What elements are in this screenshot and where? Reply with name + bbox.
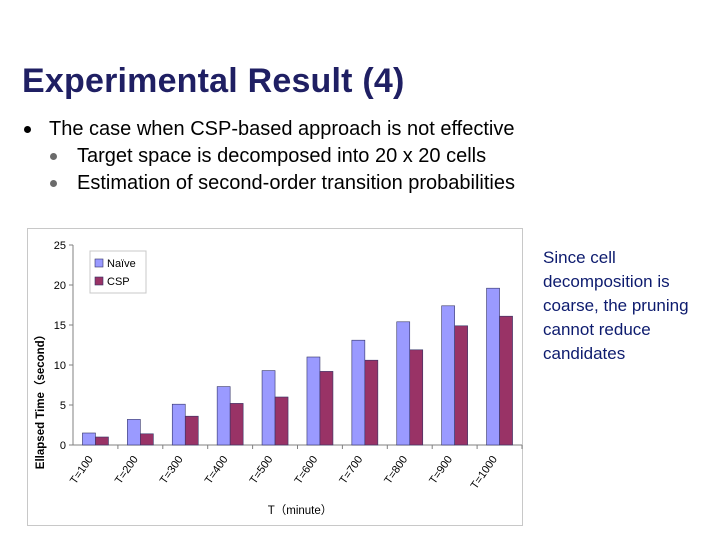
x-tick-label: T=1000 [469, 454, 500, 492]
bar-csp [454, 325, 468, 446]
legend-label: CSP [107, 276, 130, 288]
sub-bullet-text: Estimation of second-order transition pr… [77, 172, 515, 194]
bar-naive [171, 403, 186, 446]
y-tick-label: 20 [54, 280, 66, 292]
sub-bullet-text: Target space is decomposed into 20 x 20 … [77, 145, 487, 167]
bar-csp [409, 349, 424, 446]
x-tick-label: T=900 [427, 454, 455, 487]
x-tick-label: T=100 [68, 454, 96, 487]
sub-bullet-item: Estimation of second-order transition pr… [22, 170, 515, 197]
bar-naive [216, 386, 231, 446]
bullet-dot-icon [24, 126, 31, 133]
bar-csp [184, 415, 199, 446]
bar-naive [127, 419, 141, 446]
x-tick-label: T=300 [158, 454, 186, 487]
y-tick-label: 5 [60, 400, 66, 412]
sub-bullet-item: Target space is decomposed into 20 x 20 … [22, 143, 515, 170]
side-note: Since cell decomposition is coarse, the … [543, 248, 689, 363]
y-tick-label: 0 [60, 440, 66, 452]
bullet-item: The case when CSP-based approach is not … [22, 116, 515, 143]
slide-title: Experimental Result (4) [22, 62, 405, 100]
bullet-text: The case when CSP-based approach is not … [49, 118, 515, 140]
x-axis-label: T（minute） [268, 504, 333, 517]
bar-naive [486, 287, 500, 446]
bar-csp [364, 359, 379, 446]
y-tick-label: 15 [54, 320, 66, 332]
y-tick-label: 10 [54, 360, 66, 372]
legend-swatch [94, 258, 104, 268]
bar-naive [82, 432, 96, 446]
bar-csp [229, 403, 244, 446]
legend-swatch [94, 276, 104, 286]
bar-csp [274, 396, 289, 446]
x-tick-label: T=500 [248, 454, 276, 487]
x-tick-label: T=200 [113, 454, 141, 487]
bar-csp [95, 436, 109, 446]
x-tick-label: T=400 [203, 454, 231, 487]
bar-naive [351, 339, 366, 446]
x-tick-label: T=800 [382, 454, 410, 487]
bar-csp [499, 315, 513, 446]
bar-naive [261, 370, 276, 446]
bar-naive [441, 305, 455, 446]
bar-chart: Ellapsed Time（second） T（minute） 0 5 10 15 20… [27, 228, 523, 526]
legend-label: Naïve [107, 258, 136, 270]
bar-chart-svg: Ellapsed Time（second） T（minute） 0 5 10 15 20… [33, 240, 523, 517]
bullet-dot-icon [50, 180, 57, 187]
bar-csp [140, 433, 154, 446]
x-tick-label: T=600 [293, 454, 321, 487]
legend-box [89, 250, 147, 294]
bullet-list: The case when CSP-based approach is not … [22, 116, 515, 197]
bar-naive [306, 356, 321, 446]
bar-naive [396, 321, 411, 446]
bullet-dot-icon [50, 153, 57, 160]
x-tick-label: T=700 [337, 454, 365, 487]
y-tick-label: 25 [54, 240, 66, 252]
bar-csp [319, 371, 334, 446]
y-axis-label: Ellapsed Time（second） [33, 329, 47, 469]
